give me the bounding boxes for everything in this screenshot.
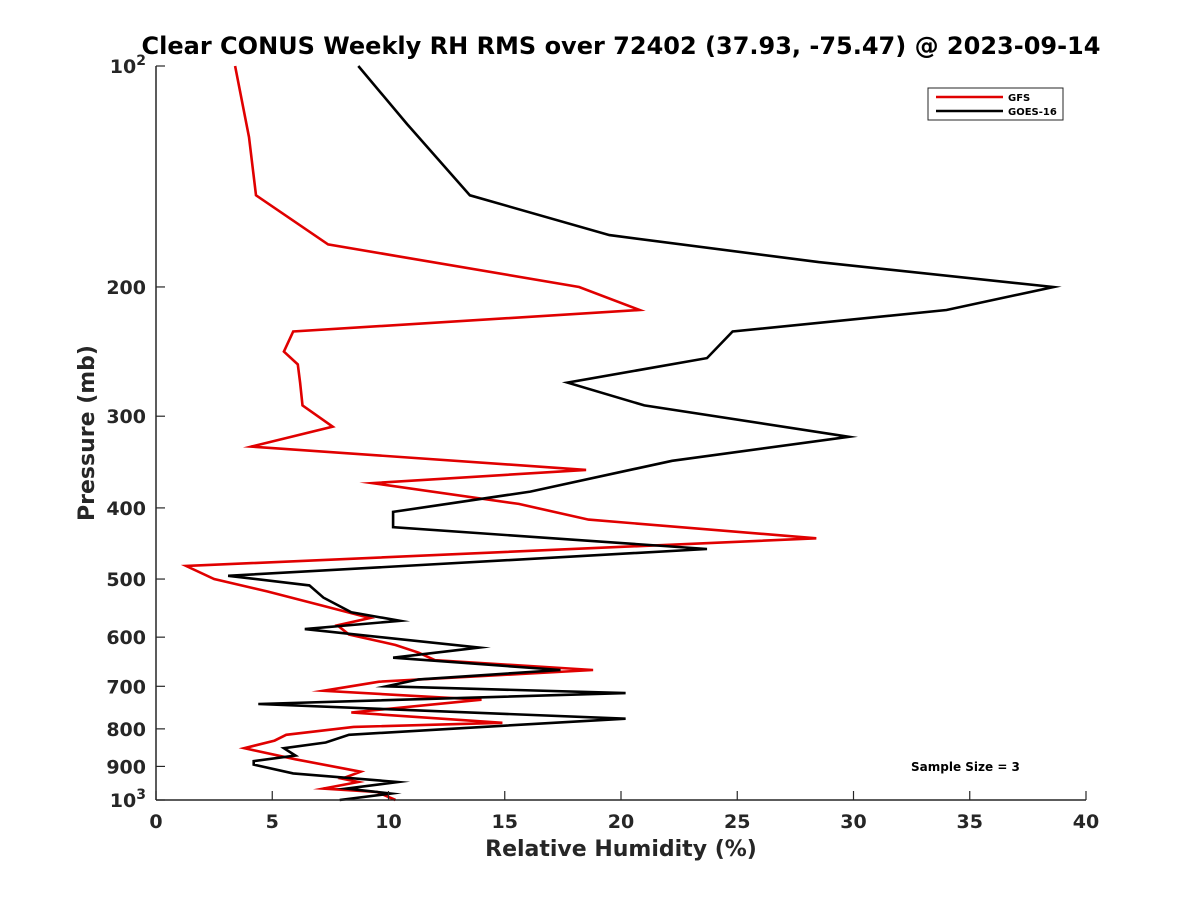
y-tick-label: 700	[106, 676, 146, 698]
y-tick-label: 103	[110, 787, 146, 812]
series-layer	[180, 65, 1062, 802]
legend-goes16-label: GOES-16	[1008, 107, 1057, 118]
y-tick-label: 900	[106, 756, 146, 778]
x-tick-label: 0	[149, 811, 162, 833]
y-tick-label: 200	[106, 277, 146, 299]
series-line-gfs	[180, 65, 817, 802]
y-axis-label: Pressure (mb)	[75, 345, 100, 521]
legend: GFS GOES-16	[927, 87, 1064, 121]
x-tick-label: 20	[608, 811, 634, 833]
y-tick-exponent: 3	[136, 787, 146, 803]
y-tick-label: 400	[106, 498, 146, 520]
x-tick-label: 10	[375, 811, 401, 833]
y-tick-exponent: 2	[136, 53, 146, 69]
y-tick-label: 102	[110, 53, 146, 78]
y-tick-label: 500	[106, 569, 146, 591]
x-tick-label: 15	[492, 811, 518, 833]
legend-box	[927, 87, 1064, 121]
x-axis-label: Relative Humidity (%)	[485, 837, 757, 862]
y-tick-base: 10	[110, 790, 136, 812]
x-tick-label: 30	[840, 811, 866, 833]
y-tick-label: 600	[106, 627, 146, 649]
y-tick-base: 10	[110, 56, 136, 78]
x-tick-layer: 0 5 10 15 20 25 30 35 40	[149, 791, 1099, 833]
x-tick-label: 40	[1073, 811, 1099, 833]
plot-area	[156, 66, 1086, 800]
series-line-goes-16	[227, 65, 1062, 802]
x-tick-label: 25	[724, 811, 750, 833]
y-tick-label: 800	[106, 719, 146, 741]
y-tick-label: 300	[106, 406, 146, 428]
legend-gfs-label: GFS	[1008, 93, 1030, 104]
sample-size-annotation: Sample Size = 3	[911, 760, 1020, 774]
chart-title: Clear CONUS Weekly RH RMS over 72402 (37…	[142, 32, 1101, 60]
x-tick-label: 35	[957, 811, 983, 833]
x-tick-label: 5	[266, 811, 279, 833]
